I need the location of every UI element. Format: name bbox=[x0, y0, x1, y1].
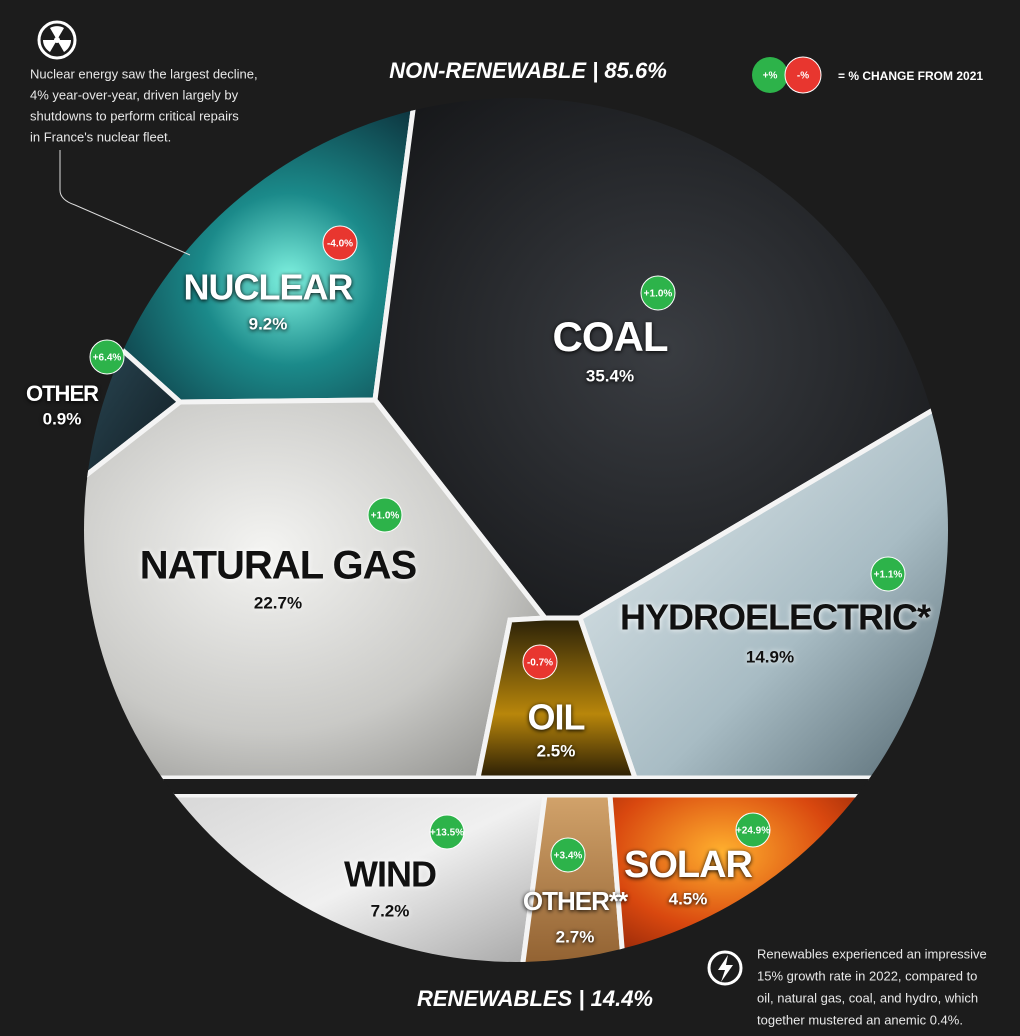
change-badge bbox=[735, 812, 771, 848]
segment-name: OTHER** bbox=[523, 886, 629, 916]
change-badge bbox=[550, 837, 586, 873]
change-badge bbox=[640, 275, 676, 311]
change-label: +13.5% bbox=[430, 828, 464, 839]
lightning-icon bbox=[707, 950, 743, 986]
legend-increase bbox=[752, 57, 788, 93]
radiation-icon bbox=[37, 20, 77, 60]
segment-name: OTHER bbox=[26, 381, 99, 406]
segment-share: 35.4% bbox=[586, 366, 634, 385]
renewables-note: together mustered an anemic 0.4%. bbox=[757, 1012, 963, 1027]
renewables-note: oil, natural gas, coal, and hydro, which bbox=[757, 990, 978, 1005]
change-badge bbox=[429, 814, 465, 850]
change-label: +24.9% bbox=[736, 826, 770, 837]
segment-name: COAL bbox=[553, 313, 668, 360]
energy-mix bbox=[84, 98, 948, 962]
change-label: -0.7% bbox=[527, 658, 553, 669]
nuclear-note: in France's nuclear fleet. bbox=[30, 129, 171, 144]
change-badge bbox=[870, 556, 906, 592]
change-label: +1.0% bbox=[644, 289, 673, 300]
change-label: +1.0% bbox=[371, 511, 400, 522]
segment-share: 7.2% bbox=[371, 901, 410, 920]
divider bbox=[84, 779, 948, 794]
change-label: +6.4% bbox=[93, 353, 122, 364]
segment-share: 4.5% bbox=[669, 889, 708, 908]
segment-name: NUCLEAR bbox=[184, 267, 354, 308]
segment-name: NATURAL GAS bbox=[140, 544, 417, 588]
segment-share: 14.9% bbox=[746, 647, 794, 666]
segment-area bbox=[474, 615, 639, 781]
segment-name: HYDROELECTRIC* bbox=[620, 597, 931, 638]
legend-decrease-label: -% bbox=[797, 71, 809, 82]
legend-label: = % CHANGE FROM 2021 bbox=[838, 69, 983, 83]
nuclear-note: 4% year-over-year, driven largely by bbox=[30, 87, 239, 102]
renewables-heading: RENEWABLES | 14.4% bbox=[417, 986, 653, 1011]
leader-line bbox=[59, 150, 191, 256]
change-label: +3.4% bbox=[554, 851, 583, 862]
segment-share: 22.7% bbox=[254, 593, 302, 612]
change-badge bbox=[89, 339, 125, 375]
change-badge bbox=[522, 644, 558, 680]
segment-share: 2.5% bbox=[537, 741, 576, 760]
legend-decrease bbox=[784, 56, 822, 94]
change-label: -4.0% bbox=[327, 239, 353, 250]
segment-name: SOLAR bbox=[624, 844, 753, 886]
segment-share: 2.7% bbox=[556, 927, 595, 946]
segment-name: WIND bbox=[344, 854, 436, 895]
segment-share: 0.9% bbox=[43, 409, 82, 428]
segment-area bbox=[517, 792, 628, 962]
segment-name: OIL bbox=[528, 697, 585, 738]
legend-increase-label: +% bbox=[763, 71, 778, 82]
change-label: +1.1% bbox=[874, 570, 903, 581]
change-badge bbox=[322, 225, 358, 261]
change-badge bbox=[367, 497, 403, 533]
renewables-note: 15% growth rate in 2022, compared to bbox=[757, 968, 977, 983]
non-renewable-heading: NON-RENEWABLE | 85.6% bbox=[389, 58, 667, 83]
renewables-note: Renewables experienced an impressive bbox=[757, 946, 987, 961]
nuclear-note: Nuclear energy saw the largest decline, bbox=[30, 66, 258, 81]
segment-share: 9.2% bbox=[249, 314, 288, 333]
notes: Nuclear energy saw the largest decline, 4… bbox=[30, 66, 987, 1027]
nuclear-note: shutdowns to perform critical repairs bbox=[30, 108, 239, 123]
